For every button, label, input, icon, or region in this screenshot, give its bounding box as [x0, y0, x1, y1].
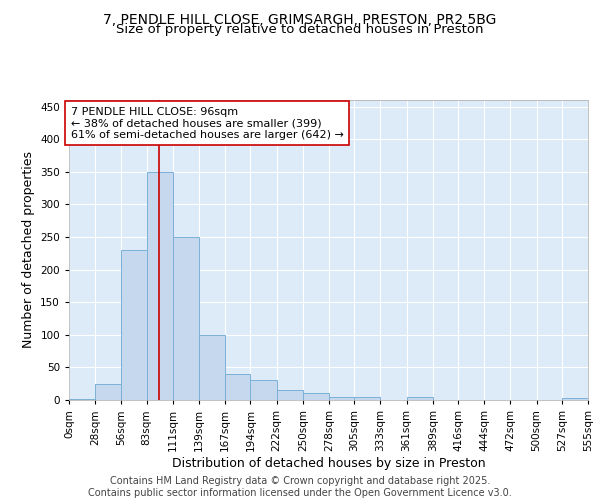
Text: Contains HM Land Registry data © Crown copyright and database right 2025.
Contai: Contains HM Land Registry data © Crown c… — [88, 476, 512, 498]
Bar — [250, 380, 277, 400]
Bar — [146, 172, 173, 400]
Y-axis label: Number of detached properties: Number of detached properties — [22, 152, 35, 348]
Bar — [303, 394, 329, 400]
Bar — [121, 250, 146, 400]
Text: 7, PENDLE HILL CLOSE, GRIMSARGH, PRESTON, PR2 5BG: 7, PENDLE HILL CLOSE, GRIMSARGH, PRESTON… — [103, 12, 497, 26]
Bar — [354, 398, 380, 400]
Bar — [277, 390, 303, 400]
Bar — [69, 398, 95, 400]
Text: 7 PENDLE HILL CLOSE: 96sqm
← 38% of detached houses are smaller (399)
61% of sem: 7 PENDLE HILL CLOSE: 96sqm ← 38% of deta… — [71, 106, 344, 140]
Bar — [562, 398, 588, 400]
Bar — [173, 237, 199, 400]
Bar — [95, 384, 121, 400]
Bar — [199, 335, 225, 400]
Bar — [407, 398, 433, 400]
X-axis label: Distribution of detached houses by size in Preston: Distribution of detached houses by size … — [172, 456, 485, 469]
Bar — [329, 396, 354, 400]
Bar — [225, 374, 250, 400]
Text: Size of property relative to detached houses in Preston: Size of property relative to detached ho… — [116, 22, 484, 36]
